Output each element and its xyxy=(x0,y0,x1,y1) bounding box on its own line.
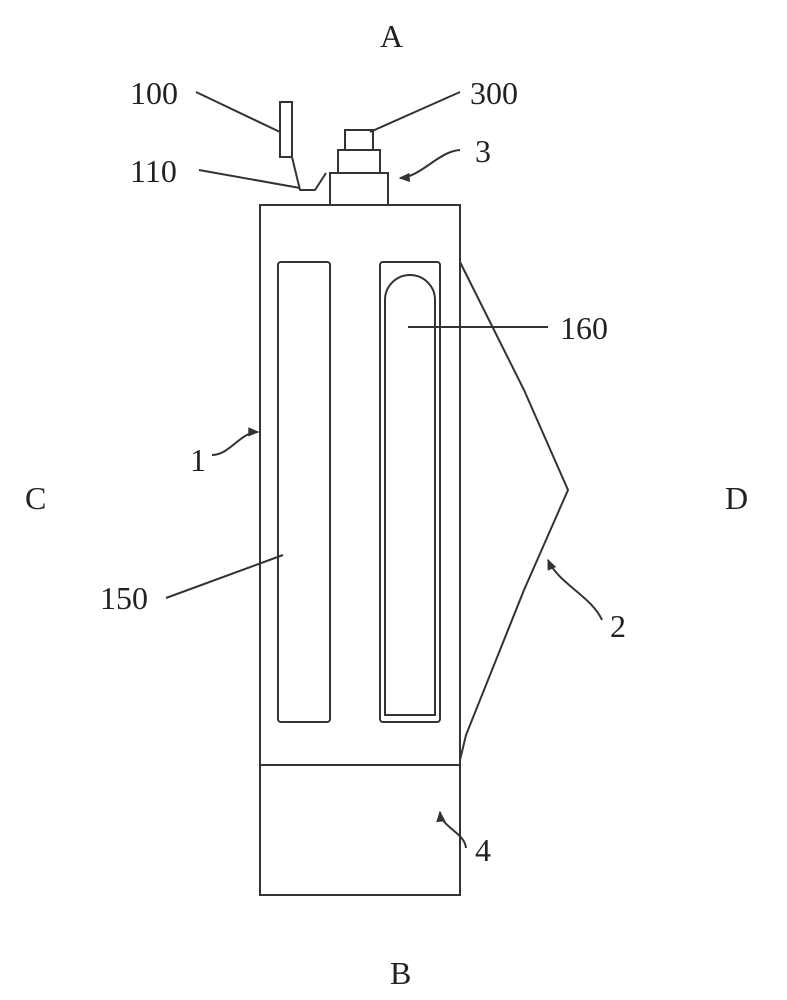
label-B: B xyxy=(390,955,411,992)
label-ref-3: 3 xyxy=(475,133,491,170)
label-ref-100: 100 xyxy=(130,75,178,112)
label-D: D xyxy=(725,480,748,517)
technical-diagram xyxy=(0,0,787,1000)
label-ref-2: 2 xyxy=(610,608,626,645)
label-ref-160: 160 xyxy=(560,310,608,347)
label-ref-300: 300 xyxy=(470,75,518,112)
label-C: C xyxy=(25,480,46,517)
label-ref-4: 4 xyxy=(475,832,491,869)
label-ref-150: 150 xyxy=(100,580,148,617)
label-ref-1: 1 xyxy=(190,442,206,479)
label-A: A xyxy=(380,18,403,55)
label-ref-110: 110 xyxy=(130,153,177,190)
